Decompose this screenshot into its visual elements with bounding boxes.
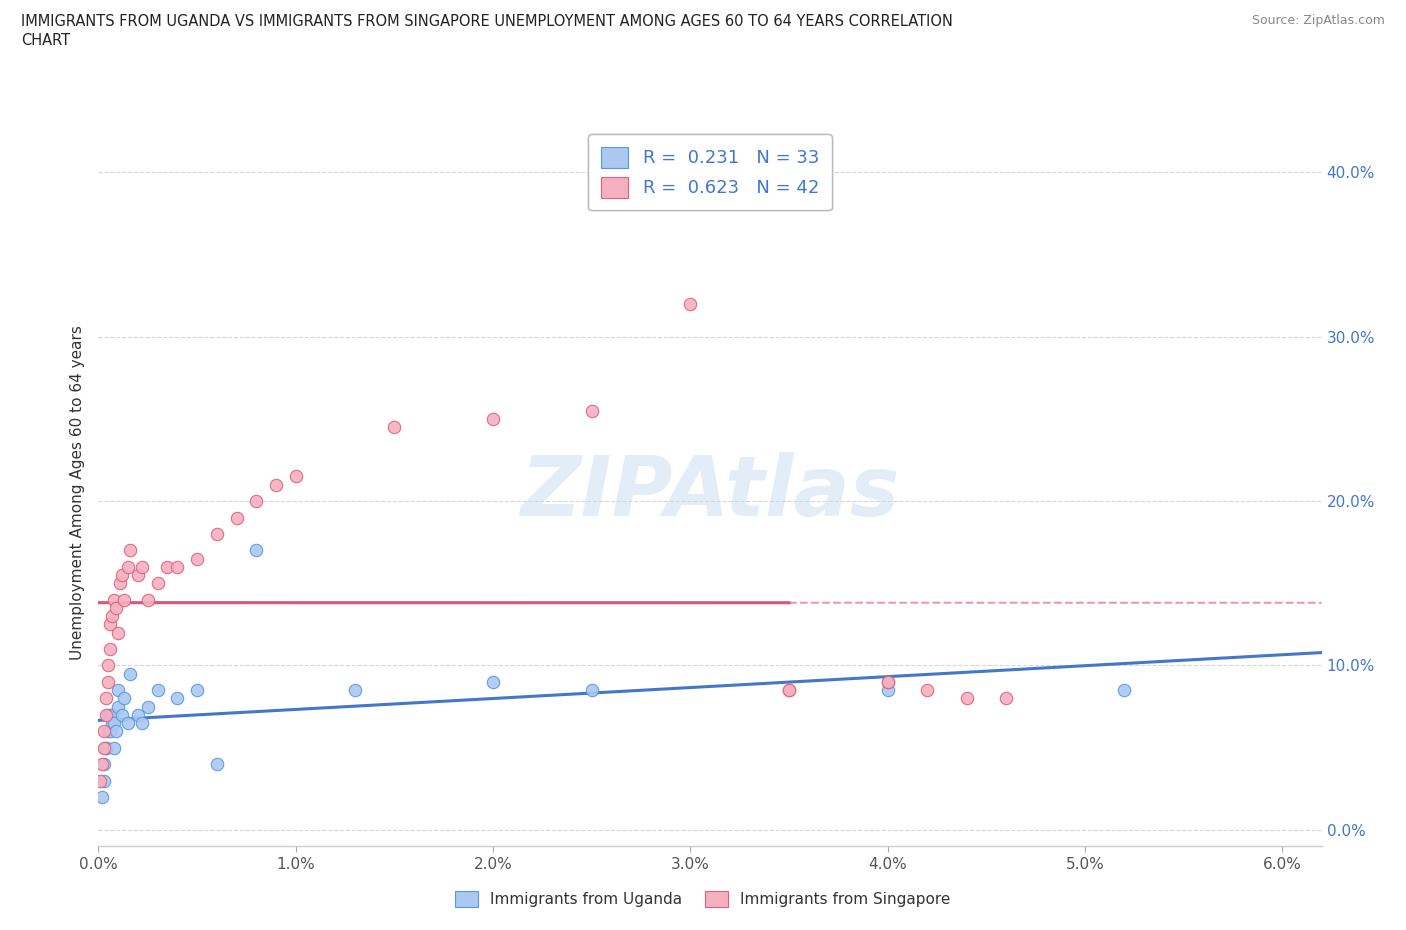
Point	[93, 773, 115, 788]
Point	[97, 658, 120, 673]
Point	[382, 419, 405, 434]
Point	[343, 683, 366, 698]
Y-axis label: Unemployment Among Ages 60 to 64 years: Unemployment Among Ages 60 to 64 years	[70, 326, 86, 660]
Point	[112, 691, 135, 706]
Point	[245, 543, 267, 558]
Point	[245, 494, 267, 509]
Text: CHART: CHART	[21, 33, 70, 47]
Point	[876, 674, 898, 689]
Point	[156, 560, 179, 575]
Point	[876, 683, 898, 698]
Point	[105, 724, 128, 738]
Point	[205, 526, 228, 541]
Point	[955, 691, 977, 706]
Point	[186, 683, 208, 698]
Point	[581, 683, 603, 698]
Point	[127, 567, 149, 582]
Point	[108, 576, 131, 591]
Point	[98, 617, 121, 631]
Point	[97, 724, 120, 738]
Point	[103, 715, 125, 730]
Point	[284, 469, 307, 484]
Point	[111, 567, 134, 582]
Point	[112, 592, 135, 607]
Point	[127, 708, 149, 723]
Point	[482, 674, 505, 689]
Point	[264, 477, 287, 492]
Point	[136, 699, 159, 714]
Point	[111, 708, 134, 723]
Point	[91, 790, 114, 804]
Point	[101, 715, 124, 730]
Point	[186, 551, 208, 566]
Point	[146, 683, 169, 698]
Point	[93, 740, 115, 755]
Point	[131, 715, 153, 730]
Point	[93, 724, 115, 738]
Point	[89, 773, 111, 788]
Point	[117, 560, 139, 575]
Point	[96, 740, 118, 755]
Point	[876, 674, 898, 689]
Point	[103, 592, 125, 607]
Point	[118, 666, 141, 681]
Point	[98, 642, 121, 657]
Point	[994, 691, 1017, 706]
Point	[225, 511, 247, 525]
Point	[107, 699, 129, 714]
Point	[97, 674, 120, 689]
Point	[205, 757, 228, 772]
Point	[105, 601, 128, 616]
Point	[131, 560, 153, 575]
Point	[96, 708, 118, 723]
Point	[118, 543, 141, 558]
Point	[679, 297, 702, 312]
Point	[107, 625, 129, 640]
Legend: R =  0.231   N = 33, R =  0.623   N = 42: R = 0.231 N = 33, R = 0.623 N = 42	[589, 135, 831, 210]
Point	[101, 609, 124, 624]
Point	[778, 683, 800, 698]
Point	[136, 592, 159, 607]
Point	[166, 691, 188, 706]
Point	[117, 715, 139, 730]
Point	[98, 724, 121, 738]
Text: ZIPAtlas: ZIPAtlas	[520, 452, 900, 534]
Point	[96, 691, 118, 706]
Legend: Immigrants from Uganda, Immigrants from Singapore: Immigrants from Uganda, Immigrants from …	[449, 884, 957, 913]
Point	[482, 411, 505, 426]
Point	[1114, 683, 1136, 698]
Point	[96, 740, 118, 755]
Text: IMMIGRANTS FROM UGANDA VS IMMIGRANTS FROM SINGAPORE UNEMPLOYMENT AMONG AGES 60 T: IMMIGRANTS FROM UGANDA VS IMMIGRANTS FRO…	[21, 14, 953, 29]
Point	[778, 683, 800, 698]
Point	[97, 708, 120, 723]
Text: Source: ZipAtlas.com: Source: ZipAtlas.com	[1251, 14, 1385, 27]
Point	[581, 404, 603, 418]
Point	[915, 683, 938, 698]
Point	[101, 708, 124, 723]
Point	[91, 757, 114, 772]
Point	[98, 708, 121, 723]
Point	[107, 683, 129, 698]
Point	[146, 576, 169, 591]
Point	[93, 757, 115, 772]
Point	[166, 560, 188, 575]
Point	[103, 740, 125, 755]
